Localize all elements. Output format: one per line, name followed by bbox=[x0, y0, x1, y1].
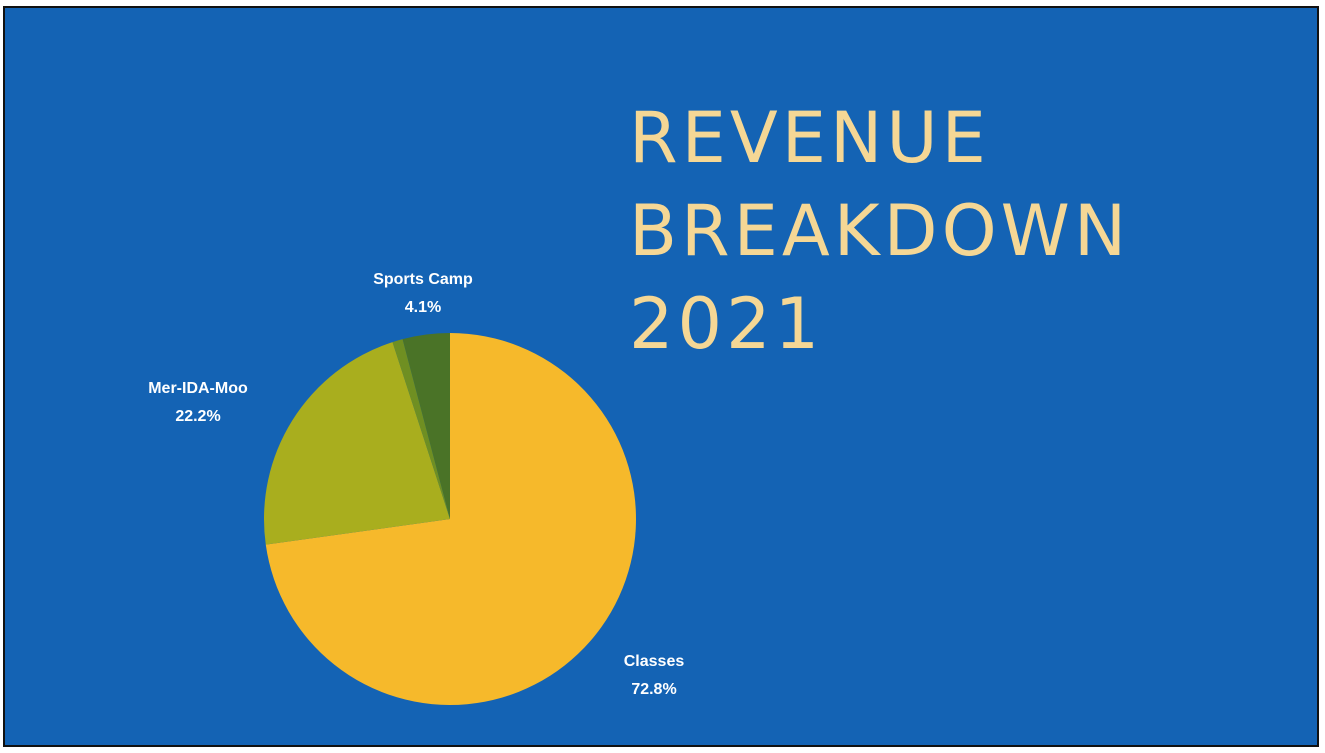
pie-labels: Classes 72.8% Mer-IDA-Moo 22.2% Sports Camp 4… bbox=[148, 271, 684, 698]
revenue-pie-chart: Classes 72.8% Mer-IDA-Moo 22.2% Sports Camp 4… bbox=[148, 271, 684, 706]
slice-label-sports-camp: Sports Camp bbox=[373, 271, 473, 288]
slice-value-classes: 72.8% bbox=[631, 681, 676, 698]
slice-label-classes: Classes bbox=[624, 653, 685, 670]
slice-label-mer-ida-moo: Mer-IDA-Moo bbox=[148, 380, 248, 397]
slide: REVENUE BREAKDOWN 2021 Classes 72.8% Mer-I… bbox=[3, 6, 1319, 747]
pie-slice-mer-ida-moo bbox=[263, 342, 450, 545]
title-line-year: 2021 bbox=[629, 283, 824, 365]
slide-title: REVENUE BREAKDOWN 2021 bbox=[629, 92, 1130, 371]
pie-slices bbox=[263, 333, 636, 706]
pie-slice-classes bbox=[265, 333, 636, 706]
title-line-breakdown: BREAKDOWN bbox=[629, 190, 1131, 272]
slice-value-sports-camp: 4.1% bbox=[405, 299, 441, 316]
slice-value-mer-ida-moo: 22.2% bbox=[175, 408, 220, 425]
title-line-revenue: REVENUE bbox=[629, 97, 990, 179]
pie-slice-unlabeled-2 bbox=[392, 339, 450, 519]
pie-slice-sports-camp bbox=[402, 333, 450, 519]
